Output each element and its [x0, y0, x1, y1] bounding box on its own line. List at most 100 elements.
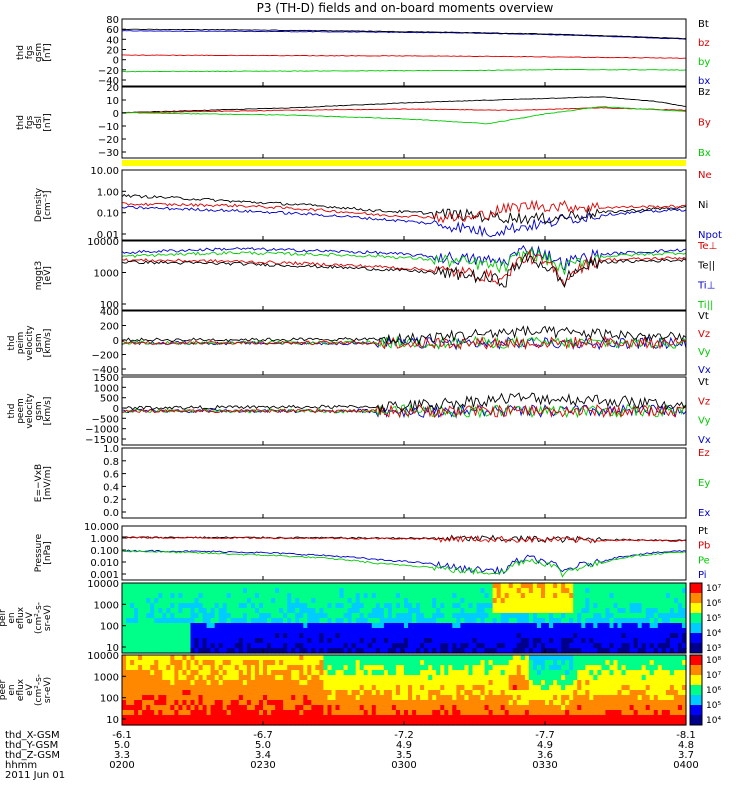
spectrogram-cell [557, 700, 562, 706]
y-axis-label-line: velocity [25, 393, 35, 429]
spectrogram-cell [315, 720, 320, 726]
spectrogram-cell [460, 680, 465, 686]
spectrogram-cell [367, 700, 373, 706]
spectrogram-cell [549, 690, 554, 696]
spectrogram-cell [492, 638, 498, 644]
spectrogram-cell [657, 665, 663, 671]
spectrogram-cell [657, 633, 663, 639]
spectrogram-cell [565, 705, 570, 711]
spectrogram-cell [178, 685, 183, 691]
spectrogram-cell [263, 638, 268, 644]
spectrogram-cell [142, 680, 147, 686]
spectrogram-cell [299, 670, 304, 676]
spectrogram-cell [541, 598, 546, 604]
spectrogram-cell [275, 588, 280, 594]
spectrogram-cell [524, 655, 530, 661]
spectrogram-cell [291, 705, 296, 711]
spectrogram-cell [355, 613, 361, 619]
y-tick-label: 0.4 [103, 482, 119, 493]
spectrogram-cell [307, 670, 312, 676]
ephemeris-value: 4.9 [396, 740, 412, 751]
spectrogram-cell [682, 680, 687, 686]
spectrogram-cell [553, 598, 558, 604]
spectrogram-cell [214, 623, 220, 629]
y-tick-label: 20 [106, 46, 119, 57]
spectrogram-cell [202, 583, 208, 589]
spectrogram-cell [428, 648, 433, 654]
spectrogram-cell [186, 613, 192, 619]
spectrogram-cell [468, 613, 474, 619]
spectrogram-cell [444, 710, 449, 716]
spectrogram-cell [444, 628, 449, 634]
series-temperature-0 [121, 244, 687, 271]
spectrogram-cell [339, 648, 345, 654]
spectrogram-cell [214, 648, 220, 654]
spectrogram-cell [581, 675, 586, 681]
spectrogram-cell [456, 695, 461, 701]
spectrogram-cell [532, 588, 538, 594]
spectrogram-cell [395, 695, 401, 701]
spectrogram-cell [355, 685, 361, 691]
spectrogram-cell [496, 670, 502, 676]
spectrogram-cell [291, 715, 296, 721]
spectrogram-cell [383, 603, 389, 609]
spectrogram-cell [150, 685, 155, 691]
spectrogram-cell [452, 665, 457, 671]
spectrogram-cell [218, 715, 224, 721]
spectrogram-cell [254, 618, 260, 624]
spectrogram-cell [154, 690, 159, 696]
spectrogram-cell [122, 655, 127, 661]
spectrogram-cell [299, 680, 304, 686]
spectrogram-cell [472, 608, 478, 614]
spectrogram-cell [359, 588, 365, 594]
y-tick-label: 10 [106, 643, 119, 654]
spectrogram-cell [545, 680, 550, 686]
spectrogram-cell [653, 690, 659, 696]
spectrogram-cell [629, 685, 635, 691]
spectrogram-cell [375, 700, 381, 706]
spectrogram-cell [637, 685, 643, 691]
spectrogram-cell [484, 643, 490, 649]
spectrogram-cell [601, 598, 606, 604]
spectrogram-cell [541, 618, 546, 624]
spectrogram-cell [291, 700, 296, 706]
spectrogram-cell [597, 613, 602, 619]
spectrogram-cell [508, 593, 514, 599]
spectrogram-cell [347, 690, 353, 696]
spectrogram-cell [496, 665, 502, 671]
spectrogram-cell [198, 670, 204, 676]
spectrogram-cell [238, 690, 244, 696]
spectrogram-cell [428, 618, 433, 624]
spectrogram-cell [210, 720, 216, 726]
spectrogram-cell [198, 633, 204, 639]
spectrogram-cell [230, 720, 236, 726]
spectrogram-cell [581, 583, 586, 589]
spectrogram-cell [190, 685, 196, 691]
spectrogram-cell [492, 700, 498, 706]
spectrogram-cell [222, 655, 228, 661]
spectrogram-cell [476, 598, 482, 604]
spectrogram-cell [206, 700, 212, 706]
spectrogram-cell [194, 690, 200, 696]
spectrogram-cell [210, 583, 216, 589]
spectrogram-cell [319, 670, 324, 676]
spectrogram-cell [589, 598, 594, 604]
spectrogram-cell [464, 665, 469, 671]
spectrogram-cell [476, 690, 482, 696]
spectrogram-cell [585, 613, 590, 619]
spectrogram-cell [359, 643, 365, 649]
spectrogram-cell [492, 623, 498, 629]
spectrogram-cell [126, 705, 131, 711]
spectrogram-cell [456, 608, 461, 614]
spectrogram-cell [339, 588, 345, 594]
spectrogram-cell [553, 648, 558, 654]
spectrogram-cell [138, 680, 143, 686]
spectrogram-cell [500, 608, 506, 614]
spectrogram-cell [492, 675, 498, 681]
spectrogram-cell [665, 638, 671, 644]
spectrogram-cell [295, 655, 300, 661]
spectrogram-cell [238, 715, 244, 721]
spectrogram-cell [464, 705, 469, 711]
spectrogram-cell [416, 680, 421, 686]
